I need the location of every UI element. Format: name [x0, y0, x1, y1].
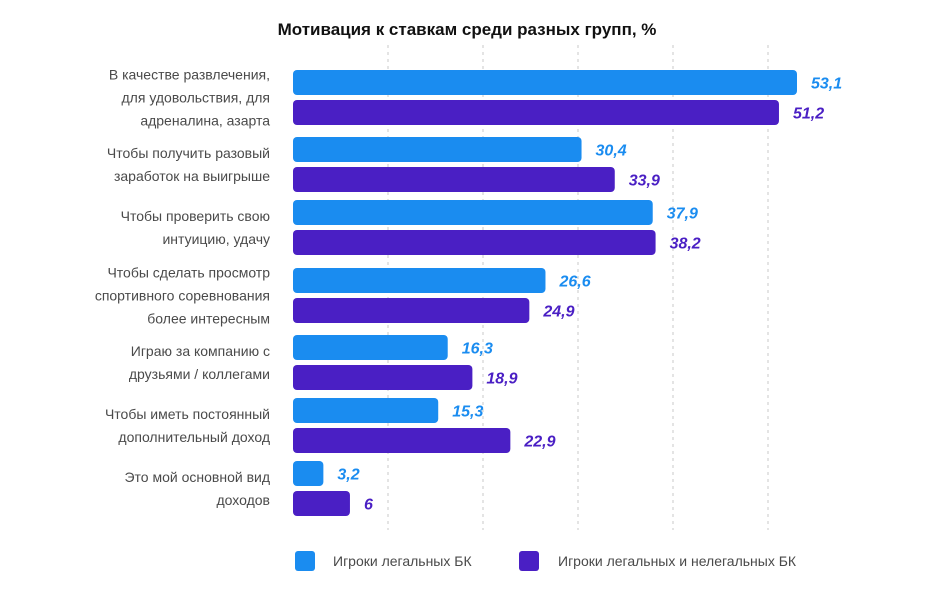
bar: [293, 335, 448, 360]
bar: [293, 70, 797, 95]
bar: [293, 200, 653, 225]
bar: [293, 268, 546, 293]
data-label: 22,9: [523, 434, 555, 451]
bar: [293, 491, 350, 516]
category-label: В качестве развлечения, для удовольствия,…: [109, 67, 270, 129]
data-label: 15,3: [452, 404, 483, 421]
data-label: 3,2: [337, 467, 359, 484]
value-labels: 53,1 51,2 30,433,9 37,9 38,2 26,6 24,9 16,3 18,9…: [337, 76, 842, 514]
category-labels: В качестве развлечения, для удовольствия,…: [95, 67, 270, 509]
data-label: 51,2: [793, 106, 824, 123]
data-label: 33,9: [629, 173, 660, 190]
data-label: 38,2: [670, 236, 701, 253]
data-label: 18,9: [486, 371, 517, 388]
legend: Игроки легальных БК Игроки легальных и не…: [295, 551, 797, 571]
data-label: 16,3: [462, 341, 493, 358]
bar: [293, 298, 530, 323]
legend-swatch: [295, 551, 315, 571]
data-label: 24,9: [542, 304, 574, 321]
bar: [293, 167, 615, 192]
data-label: 6: [364, 497, 373, 514]
legend-swatch: [519, 551, 539, 571]
data-label: 53,1: [811, 76, 842, 93]
bar: [293, 230, 656, 255]
data-label: 30,4: [596, 143, 627, 160]
category-label: Чтобы получить разовый заработок на выигр…: [107, 145, 270, 184]
bar: [293, 461, 324, 486]
category-label: Чтобы проверить свою интуицию, удачу: [121, 208, 270, 247]
bar: [293, 398, 439, 423]
legend-label: Игроки легальных и нелегальных БК: [558, 553, 797, 569]
bar: [293, 428, 511, 453]
chart-title: Мотивация к ставкам среди разных групп, …: [277, 20, 657, 39]
bar: [293, 137, 582, 162]
category-label: Чтобы иметь постоянный дополнительный дох…: [105, 406, 270, 445]
data-label: 26,6: [558, 274, 590, 291]
bar: [293, 365, 473, 390]
bar: [293, 100, 779, 125]
bars: [293, 70, 797, 516]
data-label: 37,9: [667, 206, 698, 223]
legend-label: Игроки легальных БК: [333, 553, 472, 569]
category-label: Это мой основной вид доходов: [124, 469, 270, 508]
category-label: Играю за компанию с друзьями / коллегами: [129, 343, 270, 382]
category-label: Чтобы сделать просмотр спортивного соревн…: [95, 265, 270, 327]
